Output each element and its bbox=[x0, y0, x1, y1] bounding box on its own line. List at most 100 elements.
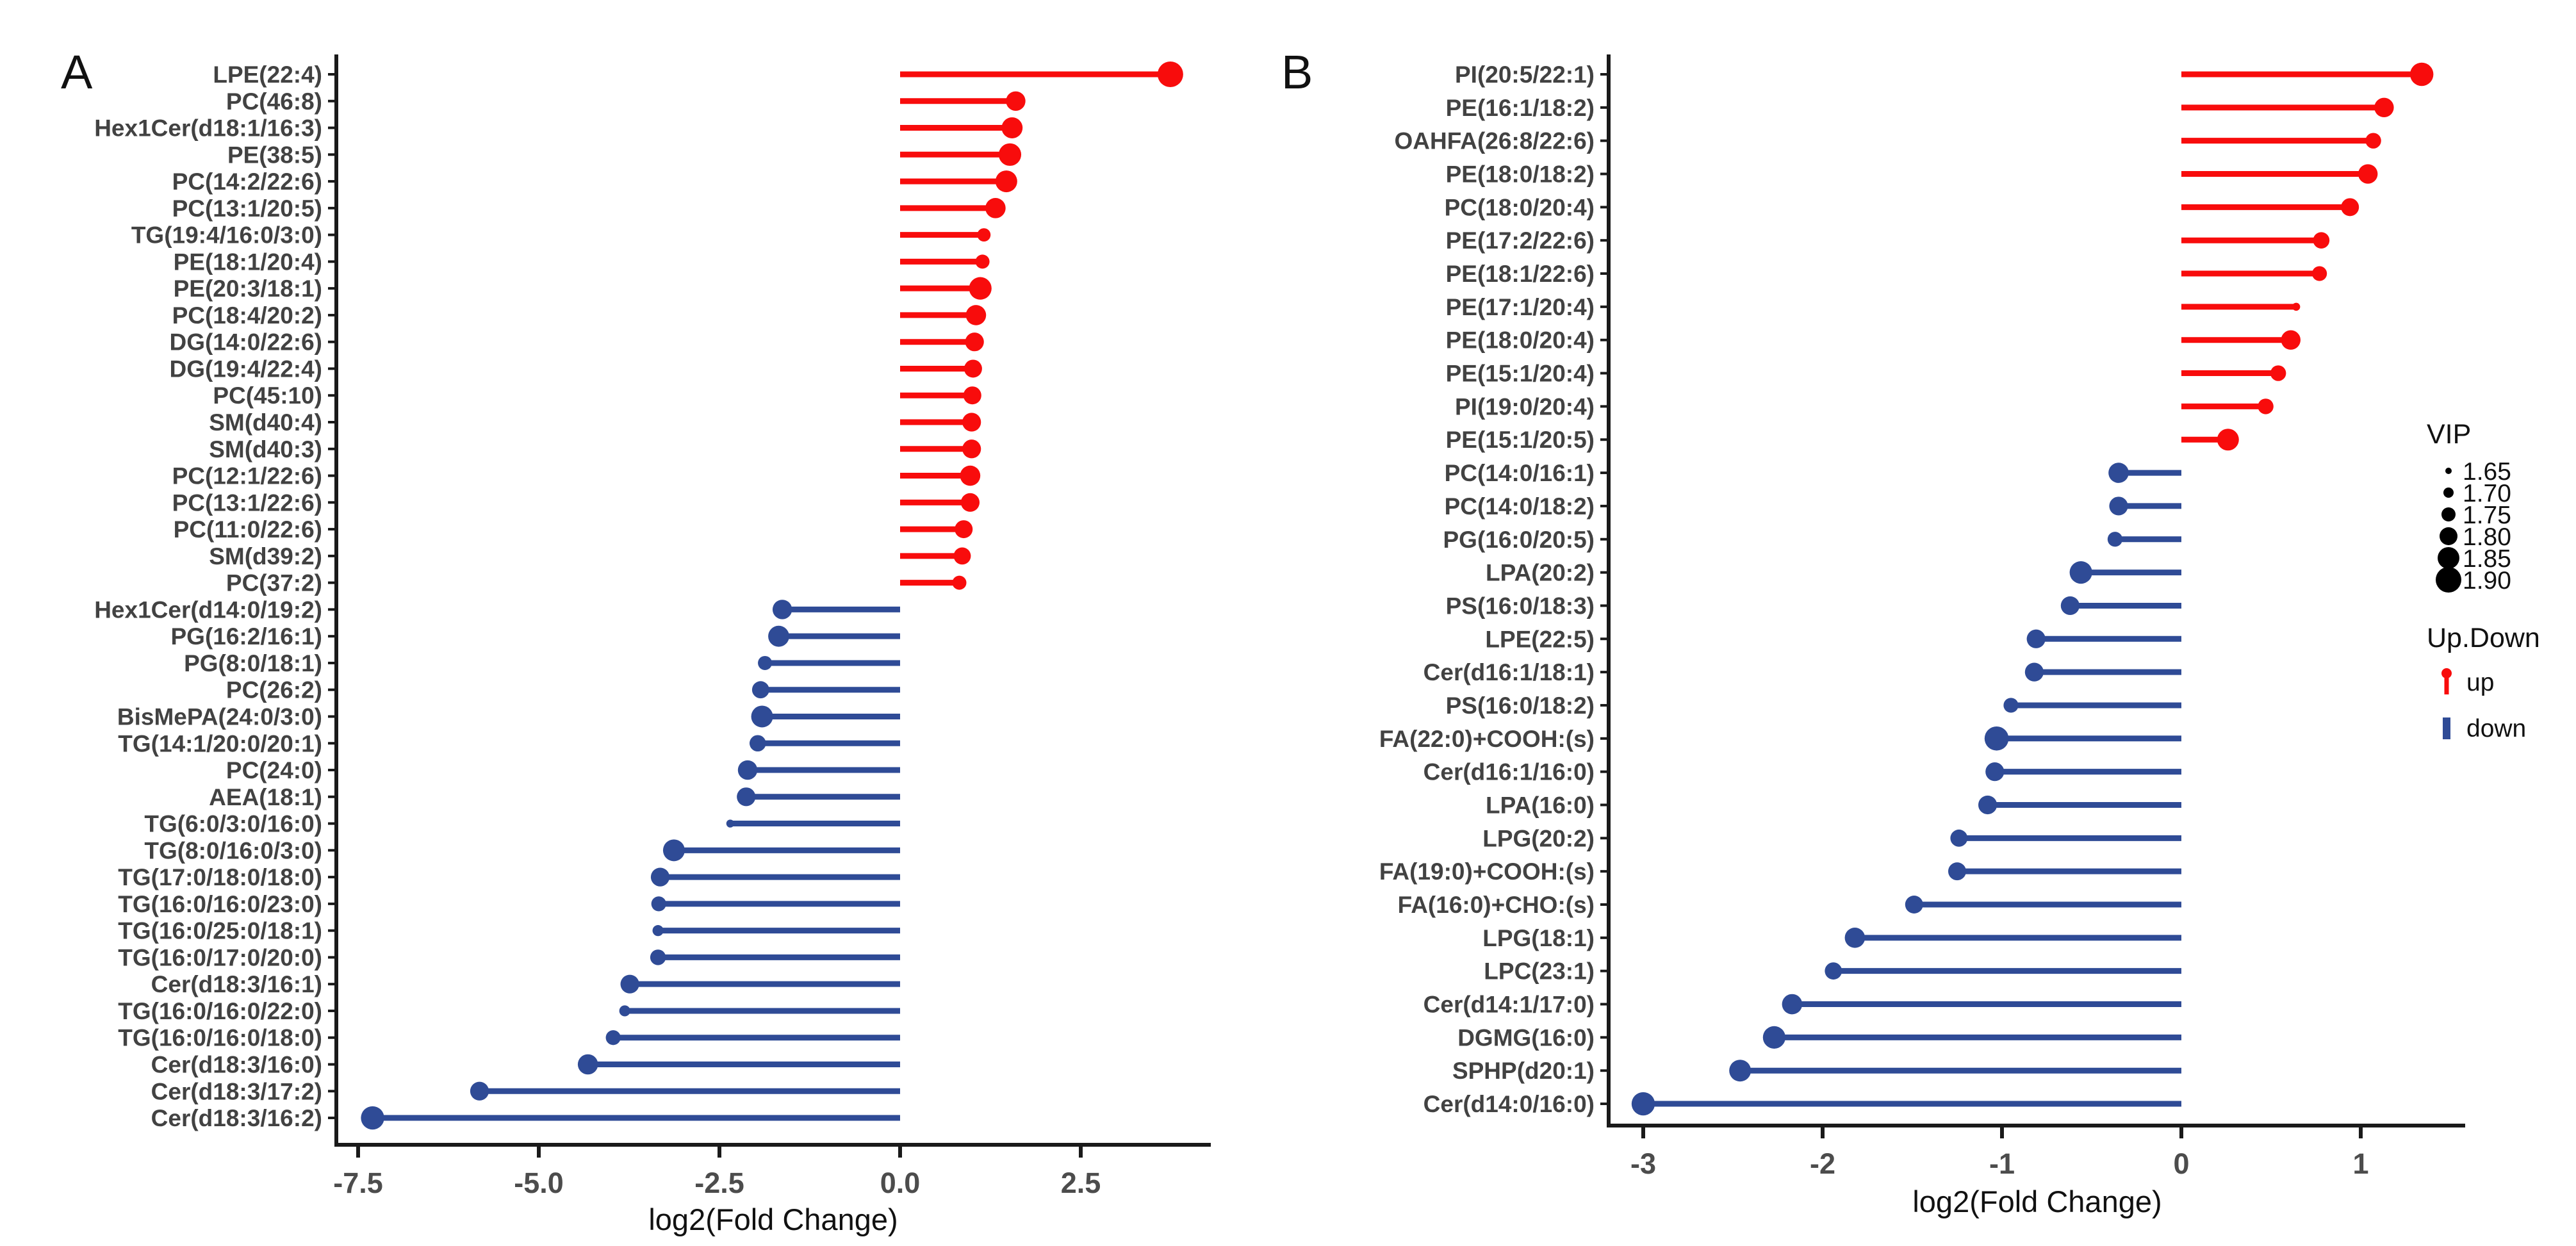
lollipop-dot bbox=[975, 254, 990, 269]
lollipop-dot bbox=[1001, 117, 1023, 138]
lollipop-dot bbox=[650, 949, 666, 965]
legend-vip-dot-icon bbox=[2445, 468, 2452, 474]
row-label: PE(38:5) bbox=[227, 142, 322, 168]
row-label: LPE(22:5) bbox=[1485, 626, 1595, 652]
lollipop-dot bbox=[2358, 164, 2378, 184]
x-tick-label: -5.0 bbox=[514, 1167, 564, 1199]
legend-vip-label-5: 1.85 bbox=[2463, 545, 2511, 573]
lollipop-dot bbox=[1984, 726, 2009, 751]
lollipop-dot bbox=[2365, 133, 2381, 149]
row-label: Cer(d14:1/17:0) bbox=[1423, 992, 1595, 1018]
row-label: LPC(23:1) bbox=[1484, 958, 1595, 985]
lollipop-dot bbox=[960, 493, 980, 512]
lollipop-dot bbox=[361, 1106, 384, 1130]
lollipop-dot bbox=[962, 413, 981, 432]
row-label: PG(8:0/18:1) bbox=[184, 650, 322, 676]
row-label: PG(16:2/16:1) bbox=[171, 623, 323, 650]
row-label: PE(18:1/20:4) bbox=[174, 249, 322, 275]
lollipop-dot bbox=[2374, 97, 2394, 118]
row-label: PI(19:0/20:4) bbox=[1455, 393, 1595, 420]
lollipop-dot bbox=[605, 1030, 621, 1045]
row-label: PE(16:1/18:2) bbox=[1446, 95, 1595, 121]
row-label: PS(16:0/18:2) bbox=[1446, 693, 1595, 719]
row-label: PE(17:1/20:4) bbox=[1446, 294, 1595, 320]
legend-up-label: up bbox=[2466, 669, 2494, 696]
row-label: PC(14:0/16:1) bbox=[1445, 460, 1595, 486]
legend-updown-title: Up.Down bbox=[2427, 623, 2540, 653]
lollipop-dot bbox=[965, 332, 984, 352]
x-tick-label: -3 bbox=[1630, 1147, 1656, 1180]
legend-vip-dot-icon bbox=[2440, 527, 2457, 545]
legend-vip-label-6: 1.90 bbox=[2463, 567, 2511, 594]
legend-up-glyph bbox=[2441, 668, 2452, 694]
lollipop-dot bbox=[2024, 662, 2044, 682]
lollipop-dot bbox=[2108, 463, 2129, 483]
lollipop-dot bbox=[749, 735, 766, 752]
lollipop-dot bbox=[962, 439, 981, 459]
row-label: BisMePA(24:0/3:0) bbox=[117, 703, 322, 730]
lollipop-dot bbox=[1782, 994, 1803, 1015]
row-label: Cer(d16:1/16:0) bbox=[1423, 759, 1595, 785]
row-label: PE(20:3/18:1) bbox=[174, 275, 322, 302]
lollipop-dot bbox=[1825, 962, 1842, 980]
lollipop-dot bbox=[955, 520, 973, 539]
x-tick-label: 1 bbox=[2352, 1147, 2368, 1180]
lollipop-dot bbox=[751, 681, 769, 699]
lollipop-dot bbox=[985, 198, 1006, 218]
lollipop-dot bbox=[1631, 1092, 1655, 1116]
lollipop-dot bbox=[737, 787, 756, 807]
row-label: TG(19:4/16:0/3:0) bbox=[131, 222, 322, 249]
lollipop-dot bbox=[965, 305, 987, 325]
legend-down-label: down bbox=[2466, 715, 2526, 742]
legend-vip-label-2: 1.70 bbox=[2463, 480, 2511, 507]
row-label: PC(13:1/20:5) bbox=[172, 195, 322, 222]
x-tick-label: 0 bbox=[2173, 1147, 2189, 1180]
lollipop-dot bbox=[2217, 429, 2239, 451]
lollipop-dot bbox=[1978, 795, 1998, 815]
lollipop-dot bbox=[1762, 1026, 1785, 1049]
lollipop-dot bbox=[2026, 629, 2046, 648]
lollipop-dot bbox=[1157, 61, 1183, 87]
x-tick-label: 2.5 bbox=[1061, 1167, 1101, 1199]
row-label: TG(6:0/3:0/16:0) bbox=[144, 811, 322, 837]
row-label: Cer(d14:0/16:0) bbox=[1423, 1091, 1595, 1117]
row-label: Cer(d18:3/16:2) bbox=[151, 1105, 322, 1131]
panel-b-letter: B bbox=[1281, 45, 1313, 99]
lollipop-dot bbox=[2281, 330, 2301, 350]
lollipop-dot bbox=[1948, 862, 1966, 881]
lollipop-dot bbox=[620, 974, 639, 994]
lollipop-dot bbox=[726, 819, 735, 828]
row-label: TG(17:0/18:0/18:0) bbox=[118, 864, 322, 890]
legend-vip-dot-icon bbox=[2438, 547, 2459, 569]
row-label: SM(d40:3) bbox=[209, 436, 322, 463]
legend-vip-dot-icon bbox=[2441, 507, 2456, 521]
lollipop-dot bbox=[619, 1005, 630, 1017]
row-label: TG(16:0/16:0/23:0) bbox=[118, 891, 322, 917]
row-label: LPG(18:1) bbox=[1482, 925, 1595, 951]
row-label: PE(17:2/22:6) bbox=[1446, 227, 1595, 254]
lollipop-dot bbox=[963, 386, 981, 405]
row-label: PS(16:0/18:3) bbox=[1446, 593, 1595, 619]
row-label: OAHFA(26:8/22:6) bbox=[1394, 128, 1595, 154]
legend-vip-dot-icon bbox=[2443, 488, 2454, 498]
legend-vip-title: VIP bbox=[2427, 419, 2471, 450]
row-label: PC(12:1/22:6) bbox=[172, 463, 322, 489]
row-label: PE(18:0/20:4) bbox=[1446, 327, 1595, 354]
lollipop-dot bbox=[952, 575, 967, 590]
legend-up-dot-icon bbox=[2441, 668, 2452, 678]
lollipop-dot bbox=[737, 760, 758, 780]
row-label: LPE(22:4) bbox=[213, 61, 322, 88]
lollipop-dot bbox=[758, 655, 773, 670]
row-label: TG(16:0/16:0/18:0) bbox=[118, 1025, 322, 1051]
legend-vip-label-4: 1.80 bbox=[2463, 523, 2511, 551]
lollipop-dot bbox=[577, 1054, 598, 1075]
row-label: FA(16:0)+CHO:(s) bbox=[1398, 892, 1595, 918]
row-label: PE(15:1/20:4) bbox=[1446, 361, 1595, 387]
lollipop-dot bbox=[2313, 232, 2330, 249]
lollipop-dot bbox=[652, 925, 664, 937]
lollipop-dot bbox=[1905, 896, 1923, 914]
lollipop-dot bbox=[2292, 302, 2301, 311]
row-label: Cer(d16:1/18:1) bbox=[1423, 659, 1595, 685]
row-label: DGMG(16:0) bbox=[1457, 1024, 1595, 1051]
